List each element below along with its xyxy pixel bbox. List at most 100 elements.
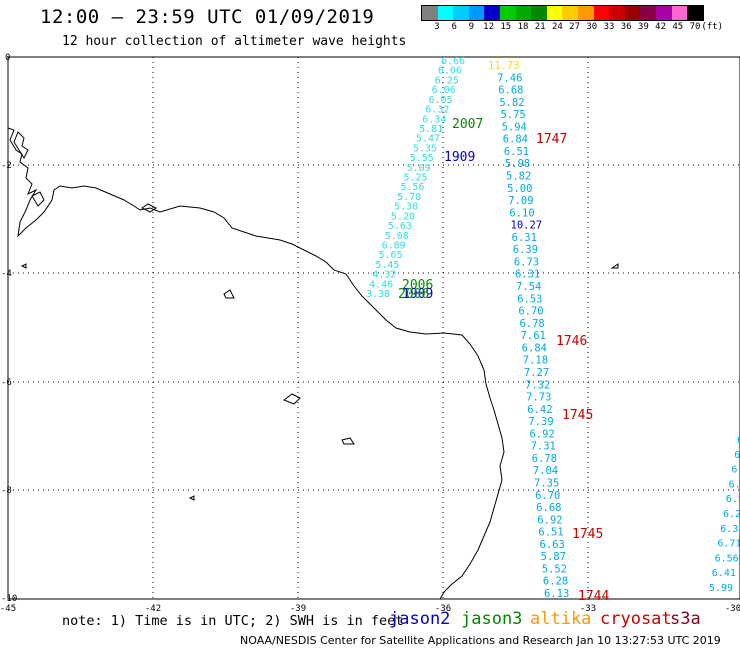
track2-value: 6.28: [543, 576, 568, 588]
pass-time: 1745: [572, 527, 603, 542]
track2-value: 6.13: [544, 588, 569, 600]
track2-value: 5.75: [500, 109, 525, 121]
track2-value: 6.39: [513, 244, 538, 256]
scale-swatch: [609, 6, 625, 20]
note-text: note: 1) Time is in UTC; 2) SWH is in fe…: [62, 613, 404, 629]
track2-value: 5.82: [499, 97, 524, 109]
track2-value: 5.82: [506, 171, 531, 183]
legend-jason2: jason2: [389, 609, 451, 629]
track3-value: 5.99: [709, 583, 733, 594]
lat-label: -2: [1, 161, 12, 171]
track2-value: 6.53: [517, 293, 542, 305]
lon-label: -39: [290, 604, 306, 614]
axis-labels: -45 -42 -39 -36 -33 -30 0 -2 -4 -6 -8 -10: [0, 53, 740, 614]
scale-swatch: [468, 6, 485, 20]
track3-value: 6.22: [723, 509, 740, 520]
scale-label: 30: [586, 22, 598, 32]
track2-value: 7.27: [524, 367, 549, 379]
track1-value: 6.89: [382, 240, 406, 251]
track3-value: 6.71: [717, 539, 740, 550]
track2-value: 6.70: [518, 306, 543, 318]
scale-swatch: [562, 6, 578, 20]
track3-value: 6: [731, 465, 737, 476]
track-labels: 6.666.066.256.066.056.326.345.815.475.35…: [366, 56, 740, 604]
track2-value: 7.09: [508, 195, 533, 207]
pass-time: 1909: [402, 287, 433, 302]
lat-label: -6: [1, 378, 12, 388]
scale-label: 33: [603, 22, 615, 32]
scale-label: 6: [451, 22, 457, 32]
pass-time: 1909: [444, 150, 475, 165]
color-scale-labels: 3 6 9 12 15 18 21 24 27 30 33 36 39 42 45 70 (ft): [421, 22, 731, 34]
scale-label: 21: [534, 22, 546, 32]
track2-value: 6.51: [538, 527, 563, 539]
track2-value: 5.94: [502, 121, 527, 133]
track2-value: 7.32: [525, 379, 550, 391]
lon-label: -45: [0, 604, 16, 614]
scale-label: 39: [637, 22, 649, 32]
track2-value: 6.78: [532, 453, 557, 465]
pass-time: 1746: [556, 334, 587, 349]
scale-label: (ft): [701, 22, 724, 32]
track3-value: 6.5: [726, 494, 740, 505]
scale-swatch: [499, 6, 516, 20]
track1-value: 5.55: [410, 153, 434, 164]
track1-value: 6.66: [441, 56, 465, 67]
pass-time: 1745: [562, 408, 593, 423]
track2-value: 6.31: [515, 269, 540, 281]
legend-s3a: s3a: [670, 609, 701, 629]
track2-value: 6.68: [536, 502, 561, 514]
scale-label: 9: [468, 22, 475, 32]
legend-cryosat: cryosat: [600, 609, 672, 629]
track1-value: 6.25: [435, 75, 459, 86]
scale-label: 3: [434, 22, 440, 32]
scale-swatch: [437, 6, 454, 20]
track1-value: 6.32: [425, 105, 449, 116]
scale-swatch: [577, 6, 594, 20]
scale-swatch: [593, 6, 610, 20]
track2-value: 7.54: [516, 281, 541, 293]
legend-jason3: jason3: [461, 609, 523, 629]
track1-value: 4.46: [369, 279, 393, 290]
track1-value: 4.32: [372, 270, 396, 281]
track3-value: 6.0: [729, 479, 740, 490]
page-title: 12:00 — 23:59 UTC 01/09/2019: [40, 6, 375, 28]
track1-value: 5.08: [385, 231, 409, 242]
track2-value: 6.63: [540, 539, 565, 551]
track2-value: 6.31: [512, 232, 537, 244]
track2-value: 10.27: [511, 220, 543, 232]
scale-label: 18: [517, 22, 529, 32]
track2-value: 5.52: [542, 563, 567, 575]
track2-value: 7.18: [523, 355, 548, 367]
track2-value: 7.39: [528, 416, 553, 428]
track1-value: 5.56: [400, 182, 424, 193]
scale-swatch: [531, 6, 547, 20]
track2-value: 6.92: [537, 514, 562, 526]
scale-swatch: [453, 6, 469, 20]
track2-value: 6.68: [498, 85, 523, 97]
track2-value: 6.70: [535, 490, 560, 502]
scale-label: 45: [672, 22, 684, 32]
track1-value: 6.34: [422, 114, 446, 125]
track1-value: 5.30: [394, 202, 418, 213]
lat-label: -10: [1, 594, 17, 604]
lat-label: -4: [1, 269, 12, 279]
track3-value: 6.41: [712, 568, 736, 579]
track2-value: 7.31: [531, 441, 556, 453]
track1-value: 3.38: [366, 289, 390, 300]
scale-label: 36: [620, 22, 632, 32]
track2-value: 7.61: [521, 330, 546, 342]
scale-label: 15: [500, 22, 512, 32]
scale-swatch: [422, 6, 438, 20]
lat-label: 0: [5, 53, 10, 63]
track1-value: 5.63: [388, 221, 412, 232]
track1-value: 6.06: [432, 85, 456, 96]
track1-value: 5.35: [413, 143, 437, 154]
track2-value: 5.87: [541, 551, 566, 563]
track2-value: 7.04: [533, 465, 558, 477]
scale-swatch: [624, 6, 641, 20]
scale-swatch: [546, 6, 563, 20]
track2-value: 6.84: [522, 342, 547, 354]
track2-value: 7.46: [497, 72, 522, 84]
track1-value: 5.65: [379, 250, 403, 261]
